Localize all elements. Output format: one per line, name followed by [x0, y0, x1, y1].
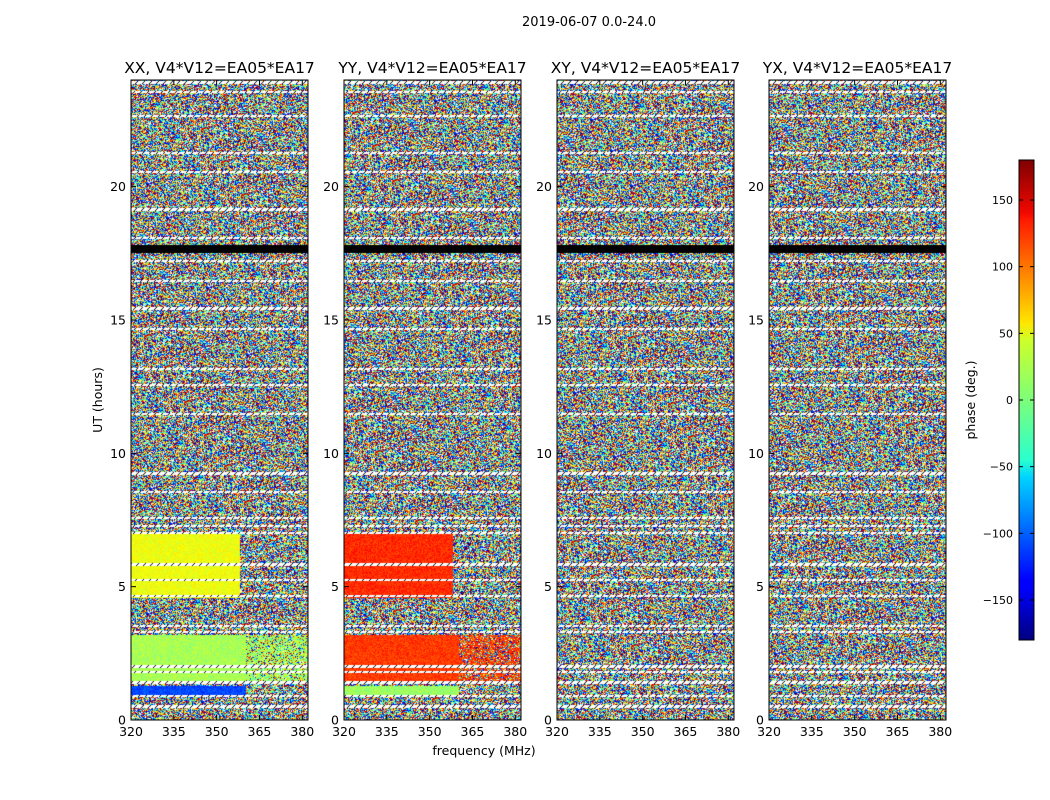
- panel-4: YX, V4*V12=EA05*EA17 320 335 350 365 380 0 5 10 1…: [748, 59, 952, 739]
- x-tick-label: 365: [674, 724, 698, 739]
- x-tick-label: 335: [375, 724, 399, 739]
- y-tick-label: 10: [110, 446, 126, 461]
- y-tick-label: 5: [756, 579, 764, 594]
- x-tick-label: 335: [800, 724, 824, 739]
- x-tick-label: 350: [205, 724, 229, 739]
- x-tick-label: 350: [631, 724, 655, 739]
- x-tick-label: 365: [248, 724, 272, 739]
- y-tick-label: 10: [323, 446, 339, 461]
- panel-frame: [343, 79, 522, 721]
- panel-frame: [556, 79, 735, 721]
- y-tick-label: 15: [536, 313, 552, 328]
- panel-title: YX, V4*V12=EA05*EA17: [762, 59, 952, 77]
- colorbar-tick-label: 150: [992, 194, 1013, 207]
- colorbar-tick-label: 100: [992, 261, 1013, 274]
- y-tick-label: 15: [323, 313, 339, 328]
- colorbar-tick-label: −150: [983, 594, 1013, 607]
- y-tick-label: 10: [748, 446, 764, 461]
- colorbar: 150 100 50 0 −50 −100 −150 phase (deg.): [963, 159, 1035, 641]
- x-tick-label: 380: [290, 724, 314, 739]
- y-tick-label: 5: [544, 579, 552, 594]
- y-tick-label: 20: [323, 179, 339, 194]
- x-tick-label: 380: [503, 724, 527, 739]
- y-tick-label: 0: [118, 713, 126, 728]
- heatmap-image: [557, 80, 734, 720]
- panel-1: XX, V4*V12=EA05*EA17 320 335 350 365 380 0 5 10 1…: [110, 59, 315, 739]
- panel-frame: [130, 79, 309, 721]
- panel-3: XY, V4*V12=EA05*EA17 320 335 350 365 380 0 5 10 1…: [536, 59, 740, 739]
- y-tick-label: 20: [748, 179, 764, 194]
- y-tick-label: 5: [118, 579, 126, 594]
- x-tick-label: 335: [162, 724, 186, 739]
- colorbar-tick-label: −100: [983, 527, 1013, 540]
- x-tick-label: 365: [886, 724, 910, 739]
- figure-title: 2019-06-07 0.0-24.0: [522, 15, 656, 30]
- x-axis-label: frequency (MHz): [432, 743, 535, 758]
- x-tick-label: 365: [461, 724, 485, 739]
- x-tick-label: 350: [843, 724, 867, 739]
- panel-frame: [768, 79, 947, 721]
- colorbar-tick-label: 0: [1006, 394, 1013, 407]
- panel-2: YY, V4*V12=EA05*EA17 320 335 350 365 380 0 5 10 1…: [323, 59, 527, 739]
- x-tick-label: 380: [928, 724, 952, 739]
- y-tick-label: 0: [756, 713, 764, 728]
- panel-title: XX, V4*V12=EA05*EA17: [124, 59, 315, 77]
- y-tick-label: 10: [536, 446, 552, 461]
- colorbar-tick-label: −50: [990, 461, 1013, 474]
- x-tick-label: 320: [119, 724, 143, 739]
- colorbar-label: phase (deg.): [963, 361, 978, 440]
- x-tick-label: 380: [716, 724, 740, 739]
- x-tick-label: 320: [332, 724, 356, 739]
- heatmap-image: [344, 80, 521, 720]
- y-tick-label: 20: [536, 179, 552, 194]
- x-tick-label: 350: [418, 724, 442, 739]
- x-tick-label: 320: [757, 724, 781, 739]
- panel-title: YY, V4*V12=EA05*EA17: [337, 59, 526, 77]
- y-tick-label: 0: [544, 713, 552, 728]
- panel-title: XY, V4*V12=EA05*EA17: [551, 59, 740, 77]
- x-tick-label: 335: [588, 724, 612, 739]
- y-tick-label: 15: [748, 313, 764, 328]
- y-tick-label: 5: [331, 579, 339, 594]
- x-tick-label: 320: [545, 724, 569, 739]
- y-tick-label: 15: [110, 313, 126, 328]
- heatmap-image: [769, 80, 946, 720]
- heatmap-image: [131, 80, 308, 720]
- y-tick-label: 0: [331, 713, 339, 728]
- colorbar-tick-label: 50: [999, 327, 1013, 340]
- y-tick-label: 20: [110, 179, 126, 194]
- y-axis-label: UT (hours): [90, 367, 105, 433]
